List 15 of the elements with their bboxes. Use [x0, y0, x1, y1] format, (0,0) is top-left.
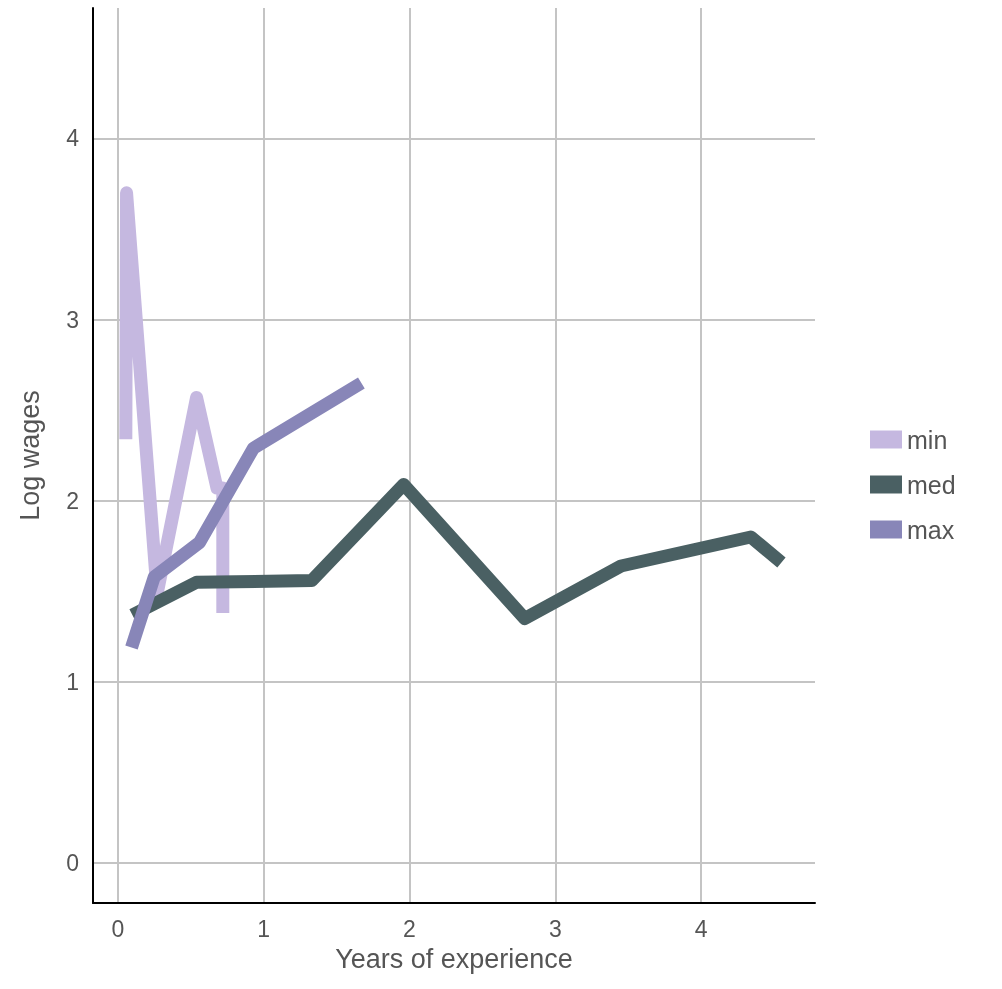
- x-tick-label: 0: [111, 915, 125, 942]
- legend-label: med: [907, 470, 956, 499]
- y-tick-label: 2: [66, 487, 79, 514]
- y-tick-label: 4: [66, 125, 80, 152]
- x-tick-label: 4: [694, 915, 708, 942]
- x-tick-label: 1: [257, 915, 271, 942]
- y-tick-label: 1: [66, 668, 79, 695]
- x-axis-title: Years of experience: [335, 943, 573, 974]
- y-axis-title: Log wages: [14, 390, 45, 521]
- legend-label: min: [907, 425, 948, 454]
- x-tick-label: 3: [548, 915, 562, 942]
- x-tick-label: 2: [403, 915, 416, 942]
- y-tick-label: 3: [66, 306, 79, 333]
- y-tick-label: 0: [66, 850, 79, 877]
- legend-label: max: [907, 515, 955, 544]
